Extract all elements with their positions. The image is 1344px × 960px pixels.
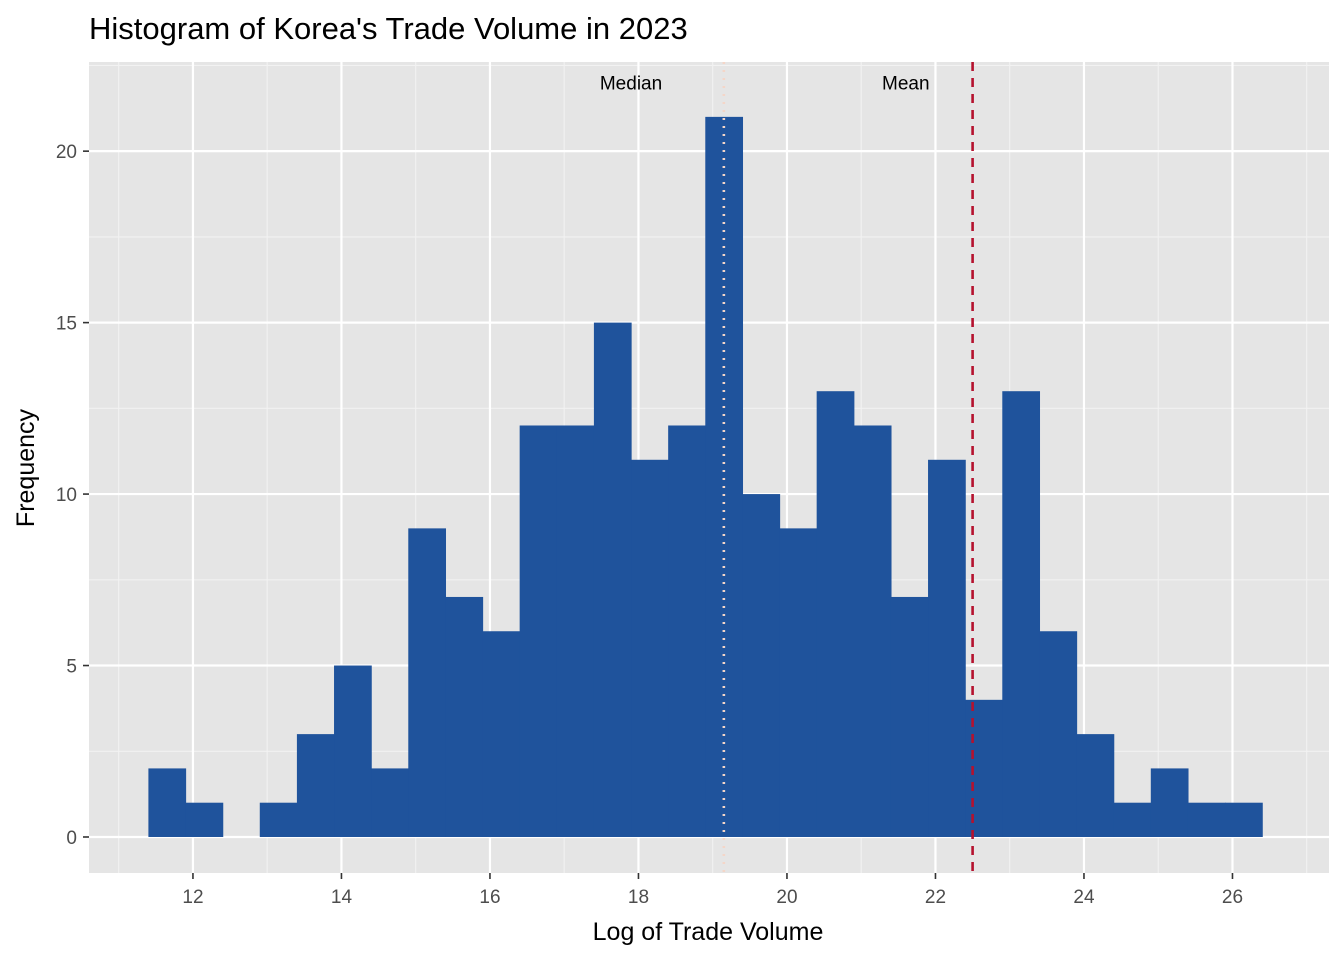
x-axis-title: Log of Trade Volume [593,918,824,946]
y-tick-label: 10 [56,485,77,506]
median-label: Median [600,74,662,95]
histogram-bar [185,802,224,837]
histogram-bar [371,768,409,837]
histogram-bar [408,528,447,837]
histogram-bar [296,734,335,837]
histogram-bar [1150,768,1189,837]
mean-label: Mean [882,74,930,95]
x-tick-label: 20 [776,887,797,908]
histogram-bar [445,596,484,837]
y-tick-label: 5 [66,657,77,678]
histogram-bar [668,425,706,837]
x-tick-label: 24 [1073,887,1095,908]
histogram-bar [556,425,595,837]
histogram-bar [742,494,781,837]
histogram-bar [890,596,929,837]
histogram-bars [148,116,1263,837]
x-tick-label: 18 [628,887,649,908]
histogram-bar [1002,391,1041,837]
histogram-bar [631,459,669,837]
chart-title: Histogram of Korea's Trade Volume in 202… [89,11,688,46]
histogram-bar [259,802,298,837]
x-tick-label: 14 [331,887,353,908]
reference-line-labels: Median Mean [600,74,930,95]
histogram-bar [816,391,855,837]
histogram-bar [965,699,1003,837]
histogram-bar [1225,802,1263,837]
x-tick-label: 16 [479,887,500,908]
y-tick-label: 0 [66,828,77,849]
reference-lines [722,62,974,873]
y-tick-label: 15 [56,314,77,335]
x-tick-label: 26 [1222,887,1243,908]
histogram-bar [1113,802,1152,837]
histogram-bar [779,528,818,837]
y-axis: 0 5 10 15 20 [56,142,89,849]
histogram-bar [1076,734,1115,837]
histogram-bar [928,459,966,837]
histogram-bar [1039,631,1078,837]
histogram-bar [1187,802,1226,837]
histogram-bar [334,665,372,837]
x-axis: 12 14 16 18 20 22 24 26 [182,873,1243,908]
x-tick-label: 12 [182,887,203,908]
histogram-bar [705,116,744,837]
y-tick-label: 20 [56,142,77,163]
x-tick-label: 22 [925,887,946,908]
histogram-bar [482,631,521,837]
histogram-bar [519,425,558,837]
histogram-bar [148,768,187,837]
histogram-bar [593,322,632,837]
y-axis-title: Frequency [12,408,40,527]
histogram-bar [853,425,892,837]
